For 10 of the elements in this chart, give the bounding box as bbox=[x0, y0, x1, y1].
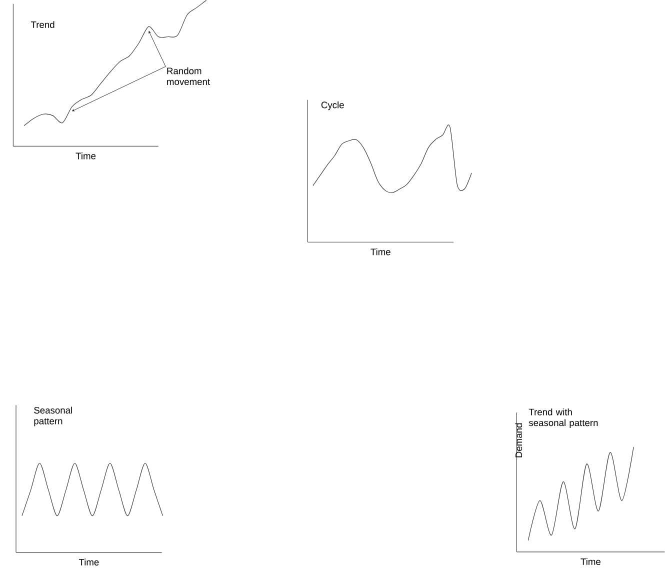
y-axis-title: Demand bbox=[515, 423, 522, 458]
chart-title: Seasonal pattern bbox=[34, 406, 72, 426]
x-axis-title: Time bbox=[580, 558, 600, 565]
x-axis-title: Time bbox=[76, 152, 96, 160]
text: Trend bbox=[30, 20, 54, 28]
x-axis-title: Time bbox=[370, 248, 390, 256]
x-axis-title: Time bbox=[78, 558, 99, 566]
annotation: Random movement bbox=[167, 67, 210, 85]
chart-title: Cycle bbox=[321, 101, 344, 110]
chart-title: Trend with seasonal pattern bbox=[528, 408, 598, 428]
